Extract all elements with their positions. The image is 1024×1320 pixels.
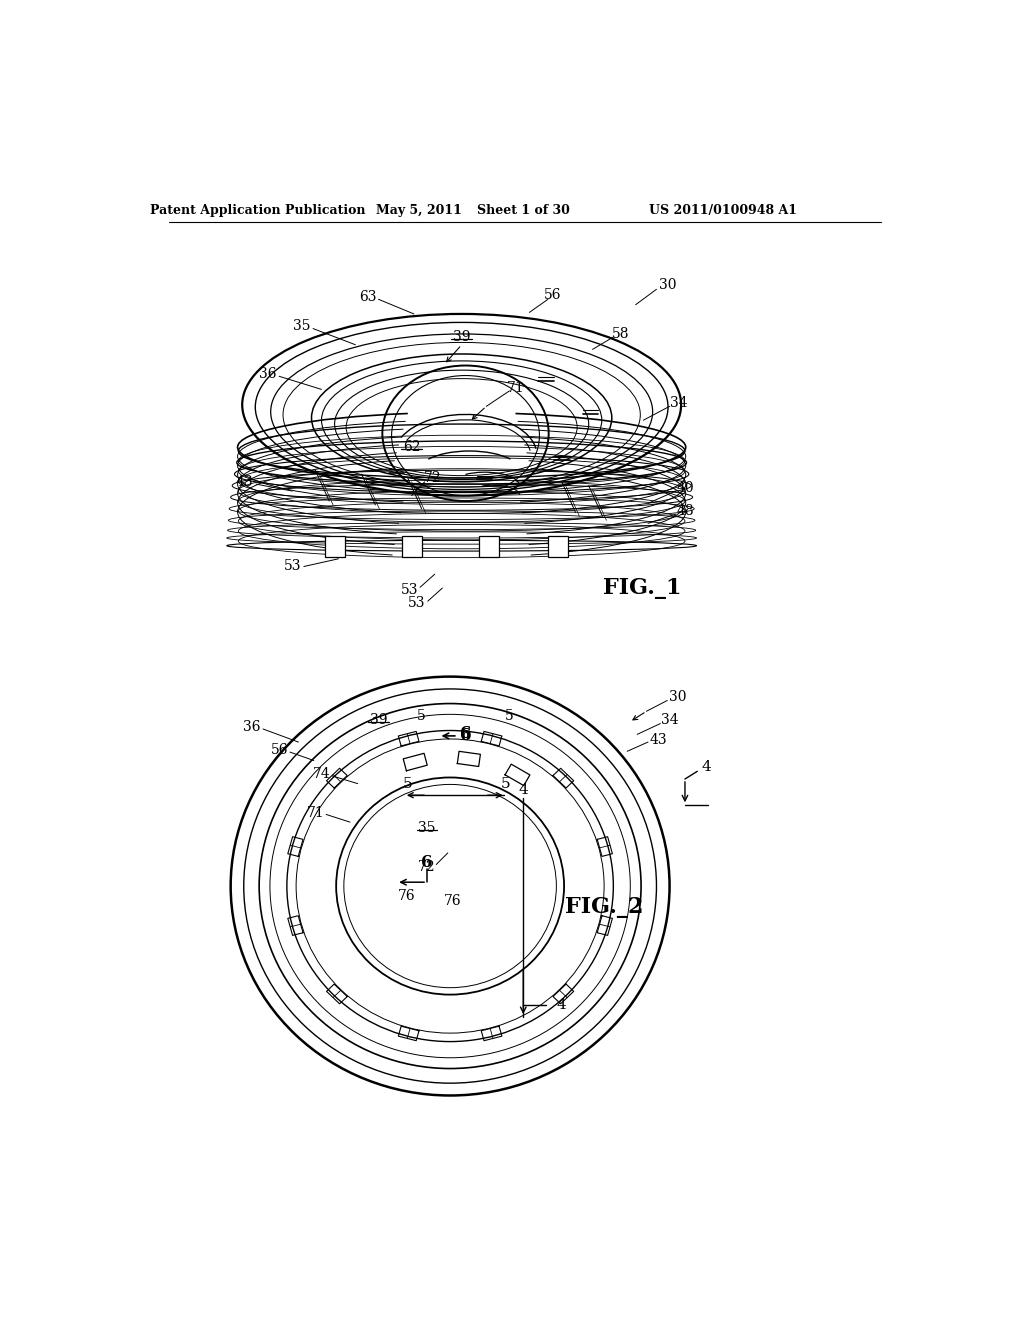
FancyBboxPatch shape [478, 536, 499, 557]
Text: 72: 72 [424, 471, 441, 484]
Text: 34: 34 [660, 714, 678, 727]
Text: 30: 30 [658, 279, 676, 293]
FancyBboxPatch shape [548, 536, 568, 557]
Text: 43: 43 [649, 733, 667, 747]
Text: 53: 53 [409, 597, 426, 610]
Text: 6: 6 [460, 727, 471, 744]
Text: FIG._2: FIG._2 [565, 896, 643, 917]
Text: 5: 5 [501, 777, 510, 792]
Text: 76: 76 [397, 890, 415, 903]
Text: 74: 74 [312, 767, 331, 781]
Text: FIG._1: FIG._1 [603, 577, 682, 599]
Text: May 5, 2011: May 5, 2011 [377, 205, 462, 218]
Text: 4: 4 [701, 760, 712, 774]
Text: 5: 5 [403, 777, 413, 792]
Text: 71: 71 [306, 807, 325, 820]
Text: 39: 39 [453, 330, 470, 345]
FancyBboxPatch shape [401, 536, 422, 557]
Text: 43: 43 [236, 475, 253, 488]
Text: 40: 40 [676, 480, 694, 495]
Text: 63: 63 [359, 290, 377, 304]
Text: 5: 5 [417, 709, 425, 723]
Text: 6: 6 [460, 725, 471, 742]
Text: 30: 30 [669, 690, 686, 705]
Text: 39: 39 [370, 714, 387, 727]
Text: 53: 53 [400, 582, 418, 597]
Text: 35: 35 [418, 821, 436, 836]
Text: 35: 35 [293, 319, 310, 333]
Text: US 2011/0100948 A1: US 2011/0100948 A1 [649, 205, 798, 218]
Text: Sheet 1 of 30: Sheet 1 of 30 [477, 205, 569, 218]
Text: 36: 36 [244, 719, 261, 734]
Text: Patent Application Publication: Patent Application Publication [150, 205, 366, 218]
Text: 6: 6 [421, 854, 433, 871]
Text: 5: 5 [505, 709, 514, 723]
Text: 4: 4 [557, 998, 566, 1012]
Text: 36: 36 [259, 367, 276, 381]
Text: 71: 71 [507, 381, 524, 395]
Text: 56: 56 [270, 743, 288, 756]
FancyBboxPatch shape [325, 536, 345, 557]
Text: 72: 72 [418, 859, 436, 874]
Text: 76: 76 [443, 895, 461, 908]
Text: 4: 4 [518, 783, 528, 797]
Text: 62: 62 [402, 440, 421, 454]
Text: 53: 53 [284, 560, 301, 573]
Text: 56: 56 [544, 289, 561, 302]
Text: 58: 58 [611, 327, 629, 341]
Text: 48: 48 [676, 504, 694, 517]
Text: 34: 34 [670, 396, 687, 411]
